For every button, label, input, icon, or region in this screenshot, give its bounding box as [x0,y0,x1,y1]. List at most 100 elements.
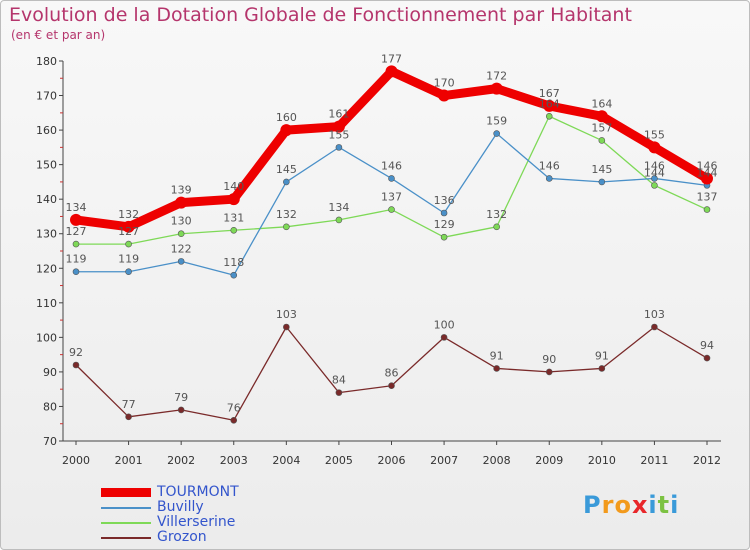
x-tick-label: 2008 [483,454,511,467]
x-tick-label: 2010 [588,454,616,467]
data-label: 91 [595,349,609,362]
data-label: 137 [697,191,718,204]
data-label: 118 [223,256,244,269]
logo-letter: x [631,491,649,519]
y-tick-label: 110 [36,297,57,310]
data-label: 130 [171,215,192,228]
data-label: 103 [644,308,665,321]
data-point [335,389,343,396]
x-tick-label: 2007 [430,454,458,467]
data-label: 146 [644,159,665,172]
data-label: 159 [486,115,507,128]
data-point [493,365,500,372]
data-label: 167 [539,87,560,100]
data-point [335,144,343,151]
data-label: 161 [328,108,349,121]
data-label: 146 [697,159,718,172]
data-point [595,110,608,123]
y-tick-label: 170 [36,90,57,103]
data-point [598,178,606,186]
x-tick-label: 2006 [378,454,406,467]
data-point [440,334,448,341]
data-point [701,172,713,185]
data-label: 90 [542,353,556,366]
data-label: 132 [276,208,297,221]
data-label: 79 [174,391,188,404]
data-label: 146 [381,159,402,172]
data-label: 100 [434,318,455,331]
x-tick-label: 2004 [272,454,300,467]
y-tick-label: 180 [36,55,57,68]
data-label: 119 [118,253,139,266]
data-point [280,124,293,137]
legend-swatch [101,488,151,497]
data-label: 132 [486,208,507,221]
data-label: 103 [276,308,297,321]
legend-label: Villerserine [157,514,236,530]
x-tick-label: 2002 [167,454,195,467]
data-label: 155 [644,128,665,141]
data-point [70,213,82,226]
x-tick-label: 2009 [535,454,563,467]
data-label: 77 [122,398,136,411]
data-point [175,196,188,209]
proxiti-logo: Proxiti [583,491,679,519]
data-point [388,206,395,213]
data-point [545,112,553,120]
data-point [543,99,556,112]
data-label: 144 [644,166,665,179]
data-point [438,89,451,102]
data-point [72,361,80,369]
data-point [493,223,500,231]
y-tick-label: 160 [36,124,57,137]
data-label: 164 [539,97,560,110]
data-label: 91 [490,349,504,362]
data-label: 134 [328,201,349,214]
y-tick-label: 120 [36,262,57,275]
data-label: 145 [276,163,297,176]
data-point [72,268,80,276]
data-point [283,223,290,231]
y-tick-label: 130 [36,228,57,241]
data-label: 76 [227,401,241,414]
data-point [125,413,132,421]
legend-swatch [101,507,151,509]
data-label: 134 [66,201,87,214]
logo-letter: o [614,491,632,519]
y-tick-label: 100 [36,331,57,344]
data-label: 129 [434,218,455,231]
data-point [283,178,290,186]
data-label: 122 [171,242,192,255]
data-label: 145 [591,163,612,176]
data-point [703,354,711,362]
data-label: 164 [591,97,612,110]
data-point [72,240,80,248]
data-point [598,365,606,372]
logo-letter: t [657,491,671,519]
series-layer [70,65,713,424]
data-label: 127 [118,225,139,238]
data-label: 144 [697,166,718,179]
data-point [651,323,658,331]
data-label: 139 [171,184,192,197]
legend-swatch [101,537,151,539]
data-point [651,182,658,189]
y-tick-label: 150 [36,159,57,172]
y-tick-label: 70 [43,435,57,448]
data-point [332,120,345,133]
data-point [440,209,448,217]
y-tick-label: 90 [43,366,57,379]
chart-axes: 70 80 90 100 110 120 130 140 150 160 170 180 2000 200… [36,55,721,467]
data-point [125,268,132,276]
x-tick-label: 2011 [640,454,668,467]
data-point [493,130,500,137]
legend-label: TOURMONT [157,484,239,500]
data-label: 146 [539,159,560,172]
chart-subtitle: (en € et par an) [11,28,106,42]
x-tick-label: 2001 [115,454,143,467]
data-point [227,193,240,206]
logo-letter: P [583,491,602,519]
data-point [122,220,135,233]
x-tick-label: 2012 [693,454,721,467]
